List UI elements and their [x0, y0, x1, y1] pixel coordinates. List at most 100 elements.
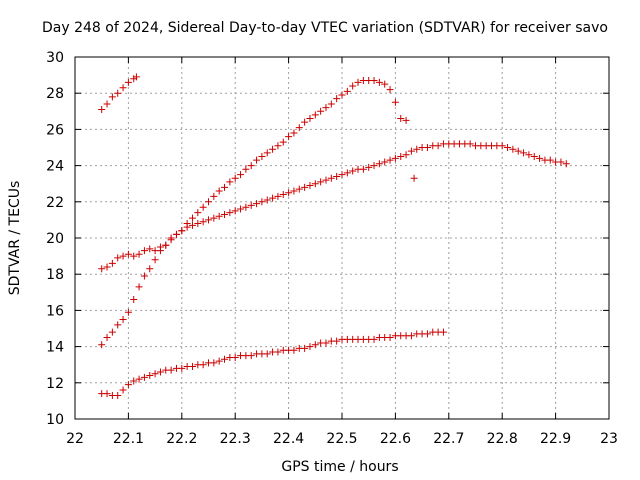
x-tick-label: 22.3 [220, 431, 251, 447]
data-point [498, 142, 506, 150]
data-point [536, 154, 544, 162]
data-point [301, 183, 309, 191]
series-arc-low [98, 328, 447, 399]
x-tick-label: 22.9 [540, 431, 571, 447]
data-point [391, 98, 399, 106]
data-point [520, 149, 528, 157]
x-axis-tick-labels: 22 22.1 22.2 22.3 22.4 22.5 22.6 22.7 22.8 22.9 23 [66, 431, 618, 447]
data-point [375, 78, 383, 86]
data-point [140, 373, 148, 381]
data-point [151, 370, 159, 378]
data-point [242, 203, 250, 211]
data-point [258, 153, 266, 161]
data-point [530, 153, 538, 161]
data-point [124, 308, 132, 316]
data-point [178, 227, 186, 235]
data-point [306, 182, 314, 190]
data-point [210, 192, 218, 200]
x-tick-label: 23 [600, 431, 618, 447]
data-point [98, 265, 106, 273]
data-point [103, 100, 111, 108]
data-point [274, 192, 282, 200]
data-point [386, 86, 394, 94]
x-tick-label: 22 [66, 431, 84, 447]
data-point [290, 346, 298, 354]
data-point [370, 162, 378, 170]
data-point [557, 158, 565, 166]
data-point [237, 171, 245, 179]
data-point [188, 363, 196, 371]
data-point [194, 220, 202, 228]
data-point [327, 174, 335, 182]
data-point [108, 259, 116, 267]
y-tick-label: 14 [46, 340, 64, 356]
data-point [306, 343, 314, 351]
data-point [231, 174, 239, 182]
data-point [509, 145, 517, 153]
data-point [188, 221, 196, 229]
data-point [140, 247, 148, 255]
data-point [317, 107, 325, 115]
data-point [311, 341, 319, 349]
data-point [114, 391, 122, 399]
data-point [119, 84, 127, 92]
data-point [205, 198, 212, 206]
data-point [156, 368, 164, 376]
data-point [407, 332, 415, 340]
data-point [253, 156, 261, 164]
data-point [108, 93, 116, 101]
data-point [381, 158, 389, 166]
data-point [231, 207, 239, 215]
x-tick-label: 22.1 [113, 431, 144, 447]
data-point [349, 82, 357, 90]
data-point [183, 223, 191, 231]
data-point [162, 241, 170, 249]
data-point [285, 189, 293, 197]
data-point [215, 212, 223, 220]
data-point [375, 160, 383, 168]
data-point [221, 355, 229, 363]
data-point [124, 381, 132, 389]
data-point [135, 283, 143, 291]
y-axis-tick-labels: 10 12 14 16 18 20 22 24 26 28 30 [46, 50, 64, 428]
data-point [285, 133, 293, 141]
data-point [215, 187, 223, 195]
y-tick-label: 22 [46, 195, 64, 211]
data-point [359, 165, 367, 173]
data-point [301, 118, 309, 126]
x-tick-label: 22.6 [380, 431, 411, 447]
data-point [402, 151, 410, 159]
data-point [525, 151, 533, 159]
data-point [114, 89, 122, 97]
data-point [124, 250, 132, 258]
data-point [434, 142, 442, 150]
data-point [199, 361, 207, 369]
data-point [269, 145, 277, 153]
data-point [135, 250, 143, 258]
y-tick-label: 16 [46, 303, 64, 319]
series-outlier [410, 174, 418, 182]
x-tick-label: 22.5 [326, 431, 357, 447]
data-point [301, 344, 309, 352]
y-tick-label: 28 [46, 86, 64, 102]
data-point [140, 272, 148, 280]
data-point [132, 73, 140, 81]
data-point [221, 210, 229, 218]
data-point [322, 176, 330, 184]
data-point [381, 80, 389, 88]
data-point [279, 191, 287, 199]
data-point [407, 147, 415, 155]
data-point [221, 183, 229, 191]
data-point [130, 296, 138, 304]
data-point [562, 160, 570, 168]
data-point [343, 87, 351, 95]
data-point [423, 330, 431, 338]
data-point [274, 142, 282, 150]
data-point [146, 245, 154, 253]
data-point [263, 149, 271, 157]
data-point [349, 167, 357, 175]
data-point [98, 105, 106, 113]
data-point [146, 265, 154, 273]
data-point [124, 78, 132, 86]
data-point [333, 337, 341, 345]
